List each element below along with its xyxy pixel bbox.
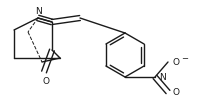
Text: O: O xyxy=(172,57,179,66)
Text: N: N xyxy=(35,8,41,17)
Text: O: O xyxy=(43,76,50,85)
Text: O: O xyxy=(172,87,179,96)
Text: −: − xyxy=(181,55,189,63)
Text: N: N xyxy=(159,72,165,81)
